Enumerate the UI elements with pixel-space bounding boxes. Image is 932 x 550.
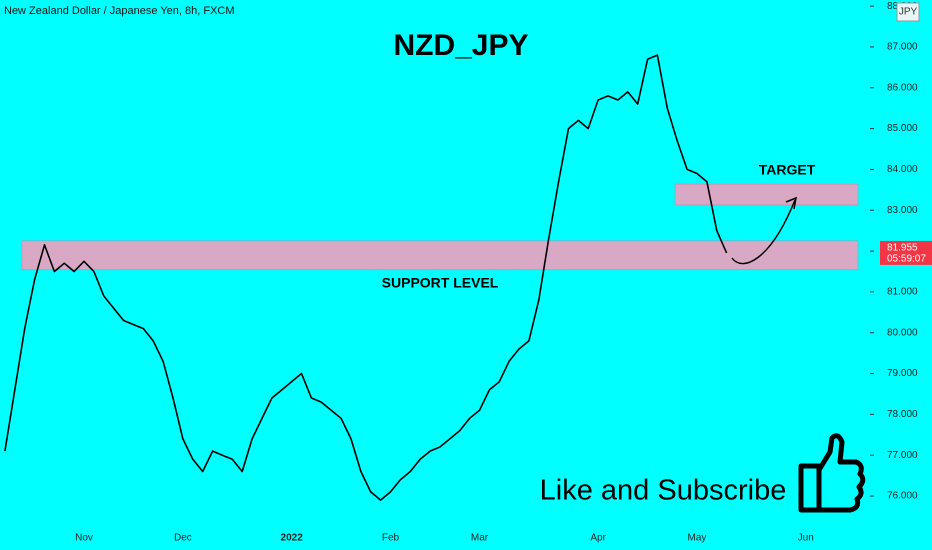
y-tick-label: 80.000 [887, 327, 918, 338]
arrow-head [785, 196, 797, 210]
x-tick-label: Apr [590, 533, 606, 544]
price-line [4, 54, 728, 501]
chart-header: New Zealand Dollar / Japanese Yen, 8h, F… [4, 5, 235, 17]
y-tick-label: 81.000 [887, 287, 918, 298]
last-price-tag [880, 240, 932, 265]
x-tick-label: Dec [174, 533, 192, 544]
zone [21, 240, 859, 271]
subscribe-text: Like and Subscribe [540, 475, 787, 507]
projection-arrow [731, 199, 796, 265]
zone-label: TARGET [759, 162, 816, 178]
thumbs-up-icon [798, 433, 866, 513]
plot: 76.00077.00078.00079.00080.00081.00082.0… [4, 1, 918, 544]
x-tick-label: Mar [471, 533, 489, 544]
y-tick-label: 79.000 [887, 368, 918, 379]
y-tick-label: 86.000 [887, 82, 918, 93]
x-tick-label: Jun [798, 533, 814, 544]
currency-box [896, 2, 920, 22]
y-tick-label: 76.000 [887, 491, 918, 502]
y-tick-label: 78.000 [887, 409, 918, 420]
y-tick-label: 84.000 [887, 164, 918, 175]
last-price-label: 81.955 [887, 243, 918, 254]
x-tick-label: Nov [75, 533, 93, 544]
y-tick-label: 85.000 [887, 123, 918, 134]
zone-label: SUPPORT LEVEL [382, 275, 499, 291]
countdown-label: 05:59:07 [887, 254, 926, 265]
currency-label: JPY [899, 7, 918, 18]
x-tick-label: Feb [382, 533, 400, 544]
chart-title: NZD_JPY [393, 29, 528, 62]
x-tick-label: May [688, 533, 707, 544]
y-tick-label: 87.000 [887, 42, 918, 53]
zone [674, 183, 859, 206]
x-tick-label: 2022 [281, 533, 304, 544]
y-tick-label: 77.000 [887, 450, 918, 461]
y-tick-label: 83.000 [887, 205, 918, 216]
